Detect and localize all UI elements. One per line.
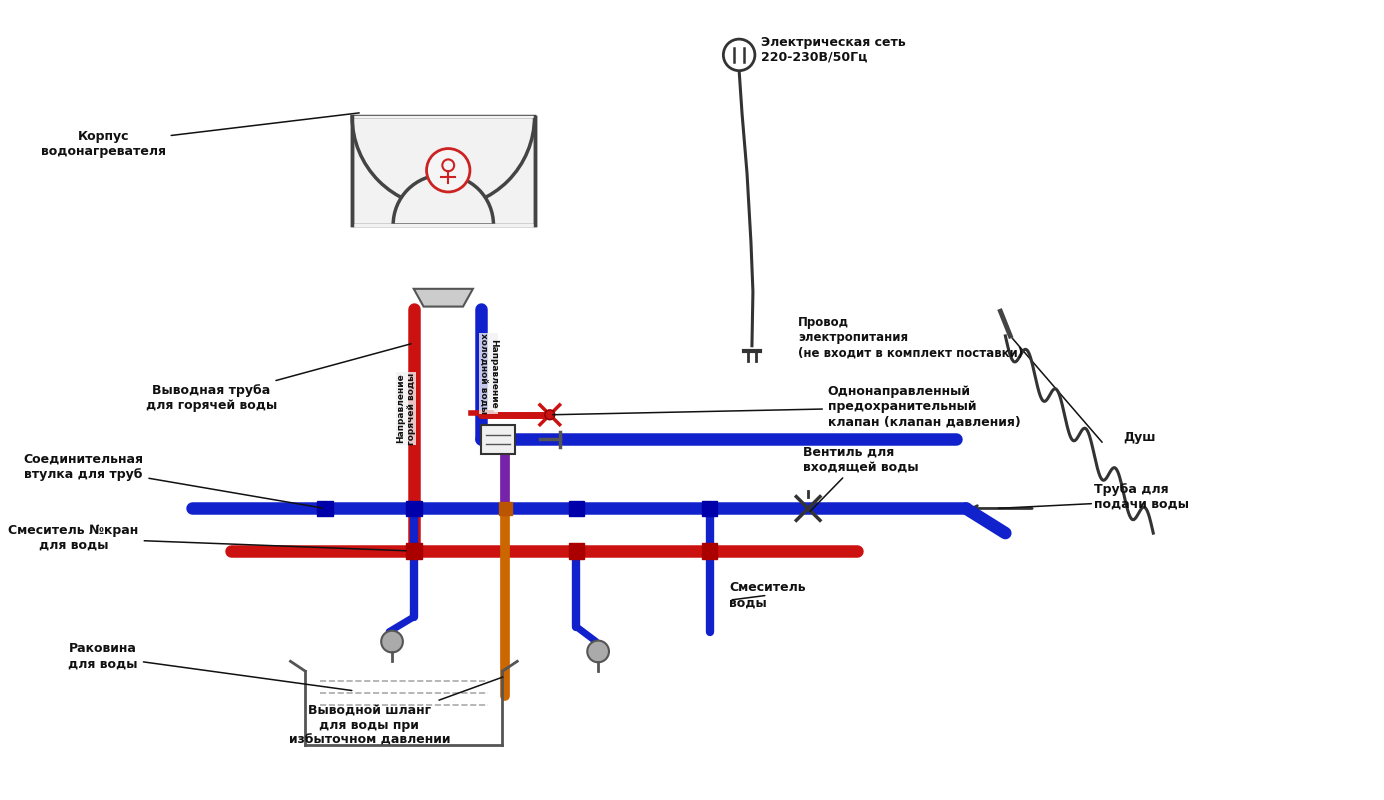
Text: Смеситель №кран
для воды: Смеситель №кран для воды (8, 524, 406, 552)
Circle shape (426, 149, 471, 192)
Bar (317, 501, 334, 516)
Bar (480, 425, 515, 454)
Text: Направление
горячей воды: Направление горячей воды (396, 372, 415, 445)
Text: Электрическая сеть
220-230В/50Гц: Электрическая сеть 220-230В/50Гц (761, 36, 905, 64)
Text: Смеситель
воды: Смеситель воды (729, 582, 805, 610)
Wedge shape (393, 175, 494, 225)
Text: Соединительная
втулка для труб: Соединительная втулка для труб (24, 453, 322, 508)
Text: Труба для
подачи воды: Труба для подачи воды (1095, 482, 1189, 510)
Bar (702, 501, 717, 516)
Bar (354, 224, 533, 226)
Bar (352, 117, 534, 225)
Bar (406, 543, 422, 558)
Text: Раковина
для воды: Раковина для воды (68, 642, 352, 690)
Bar (500, 502, 512, 515)
Polygon shape (414, 289, 473, 306)
Text: Вентиль для
входящей воды: Вентиль для входящей воды (803, 445, 919, 511)
Bar (569, 543, 584, 558)
Bar (354, 115, 533, 118)
Text: Выводной шланг
для воды при
избыточном давлении: Выводной шланг для воды при избыточном д… (289, 677, 502, 747)
Wedge shape (352, 117, 534, 208)
Bar (406, 501, 422, 516)
Circle shape (381, 630, 403, 653)
Bar (702, 543, 717, 558)
Text: Однонаправленный
предохранительный
клапан (клапан давления): Однонаправленный предохранительный клапа… (552, 386, 1020, 429)
Text: Душ: Душ (1124, 431, 1156, 444)
Bar (569, 501, 584, 516)
Circle shape (724, 39, 754, 70)
Circle shape (545, 410, 555, 420)
Circle shape (587, 641, 609, 662)
Text: Провод
электропитания
(не входит в комплект поставки): Провод электропитания (не входит в компл… (799, 316, 1023, 359)
Text: Направление
холодной воды: Направление холодной воды (479, 334, 498, 414)
Text: Выводная труба
для горячей воды: Выводная труба для горячей воды (145, 344, 411, 412)
Text: Корпус
водонагревателя: Корпус водонагревателя (40, 113, 360, 158)
